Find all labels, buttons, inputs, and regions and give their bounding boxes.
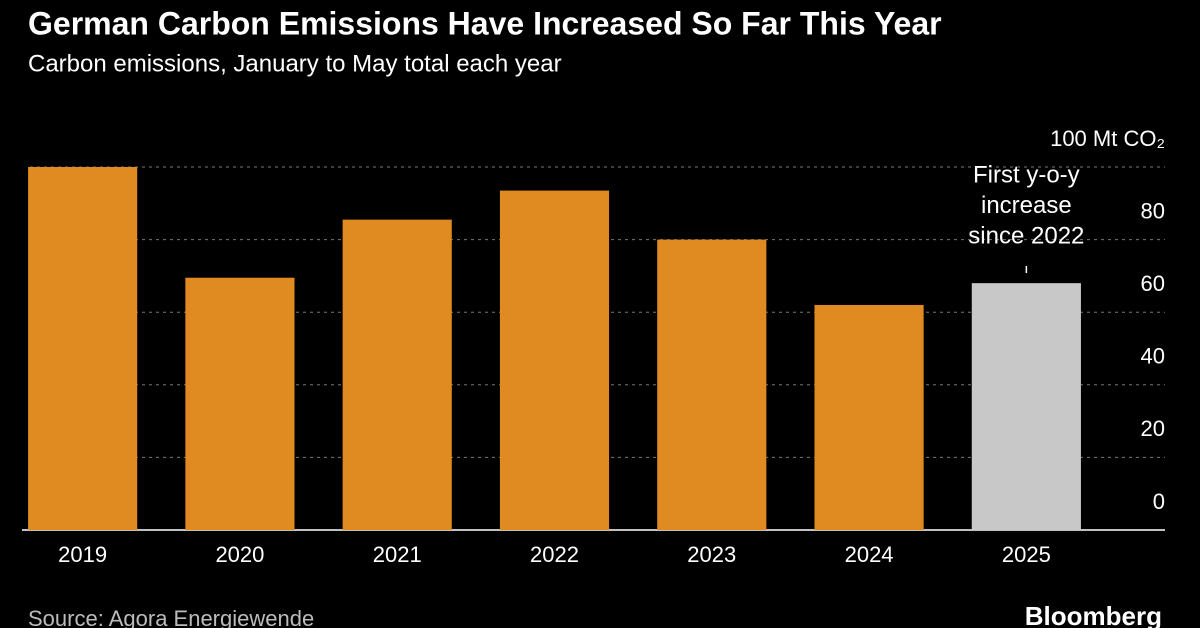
x-tick-label: 2025: [1002, 542, 1051, 567]
bar: [28, 167, 138, 530]
x-tick-label: 2020: [215, 542, 264, 567]
annotation: increase: [981, 192, 1072, 219]
y-tick-label: 0: [1153, 489, 1165, 514]
y-tick-label: 40: [1141, 344, 1165, 369]
annotation: First y-o-y: [973, 161, 1080, 188]
bar: [971, 283, 1081, 530]
chart-subtitle: Carbon emissions, January to May total e…: [28, 50, 562, 77]
annotation: since 2022: [968, 222, 1084, 249]
bar: [657, 239, 767, 530]
x-tick-label: 2019: [58, 542, 107, 567]
brand: Bloomberg: [1025, 601, 1162, 628]
bar: [499, 190, 610, 530]
x-tick-label: 2024: [845, 542, 894, 567]
y-tick-label: 20: [1141, 416, 1165, 441]
y-tick-label: 60: [1141, 271, 1165, 296]
x-tick-label: 2022: [530, 542, 579, 567]
bar: [185, 277, 295, 530]
x-tick-label: 2023: [687, 542, 736, 567]
source: Source: Agora Energiewende: [28, 606, 314, 628]
x-tick-label: 2021: [373, 542, 422, 567]
chart-title: German Carbon Emissions Have Increased S…: [28, 5, 942, 41]
y-tick-label: 80: [1141, 198, 1165, 223]
y-tick-label: 100 Mt CO₂: [1050, 126, 1165, 151]
bar: [814, 304, 924, 530]
bar: [342, 219, 452, 530]
